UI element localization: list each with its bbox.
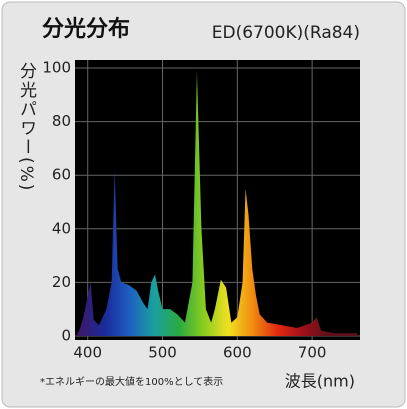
- y-tick-label: 80: [52, 112, 71, 130]
- x-tick-label: 700: [298, 344, 327, 362]
- y-axis-label: 分光パワー(%): [16, 62, 36, 193]
- chart-title: 分光分布: [42, 16, 130, 42]
- x-tick-label: 600: [223, 344, 252, 362]
- chart-subtitle: ED(6700K)(Ra84): [212, 23, 360, 43]
- y-tick-label: 100: [42, 59, 71, 77]
- y-tick-label: 40: [52, 219, 71, 237]
- y-tick-label: 20: [52, 273, 71, 291]
- x-tick-label: 500: [148, 344, 177, 362]
- x-axis-label: 波長(nm): [285, 372, 355, 391]
- y-tick-label: 60: [52, 166, 71, 184]
- footnote: *エネルギーの最大値を100%として表示: [40, 375, 223, 388]
- y-tick-label: 0: [61, 326, 71, 344]
- x-tick-label: 400: [73, 344, 102, 362]
